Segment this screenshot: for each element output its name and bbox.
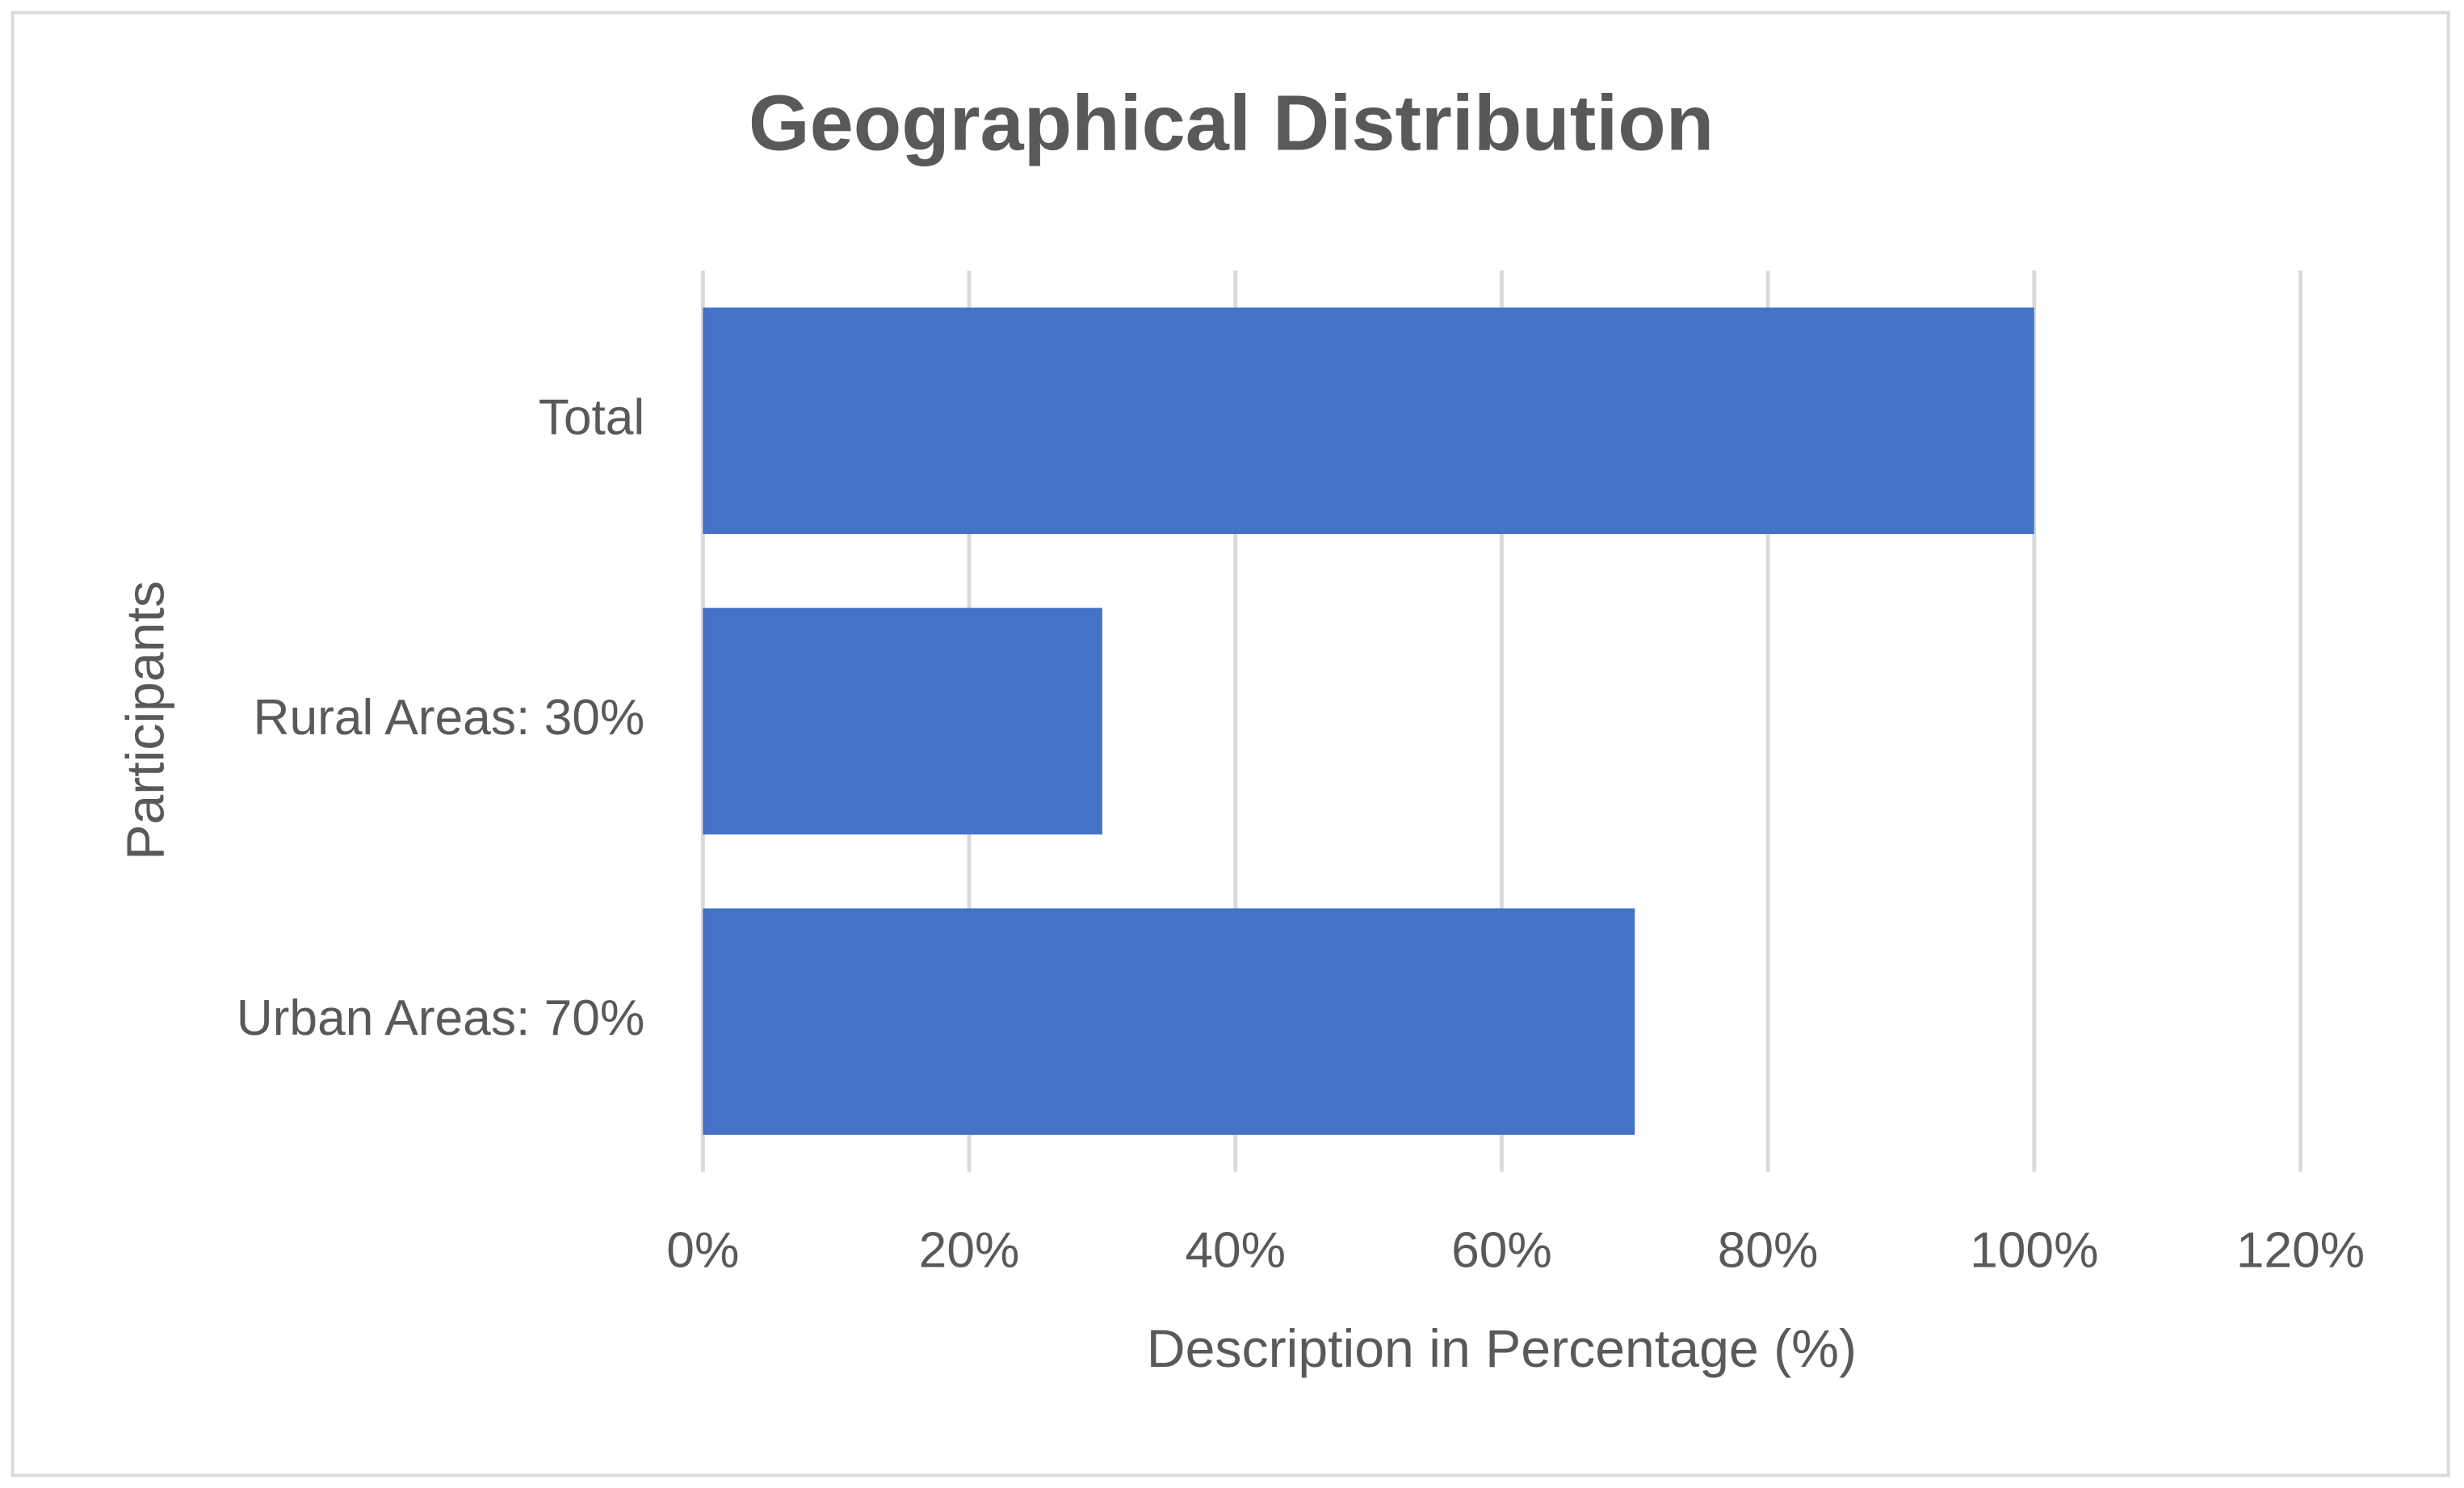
x-tick-label: 40% [1185, 1222, 1286, 1278]
x-tick-label: 100% [1970, 1222, 2098, 1278]
x-tick-label: 120% [2236, 1222, 2365, 1278]
chart-title: Geographical Distribution [749, 78, 1714, 166]
y-tick-label: Total [539, 389, 645, 445]
x-tick-label: 60% [1451, 1222, 1552, 1278]
y-tick-label: Rural Areas: 30% [254, 690, 645, 746]
x-tick-label: 0% [666, 1222, 739, 1278]
x-axis-title: Description in Percentage (%) [1147, 1319, 1857, 1379]
chart-border [10, 11, 2450, 1477]
x-tick-label: 80% [1718, 1222, 1819, 1278]
x-tick-label: 20% [919, 1222, 1020, 1278]
y-tick-label: Urban Areas: 70% [237, 990, 645, 1046]
bar [703, 908, 1635, 1135]
bar [703, 307, 2034, 535]
y-axis-title: Participants [115, 581, 175, 860]
bar [703, 607, 1102, 834]
